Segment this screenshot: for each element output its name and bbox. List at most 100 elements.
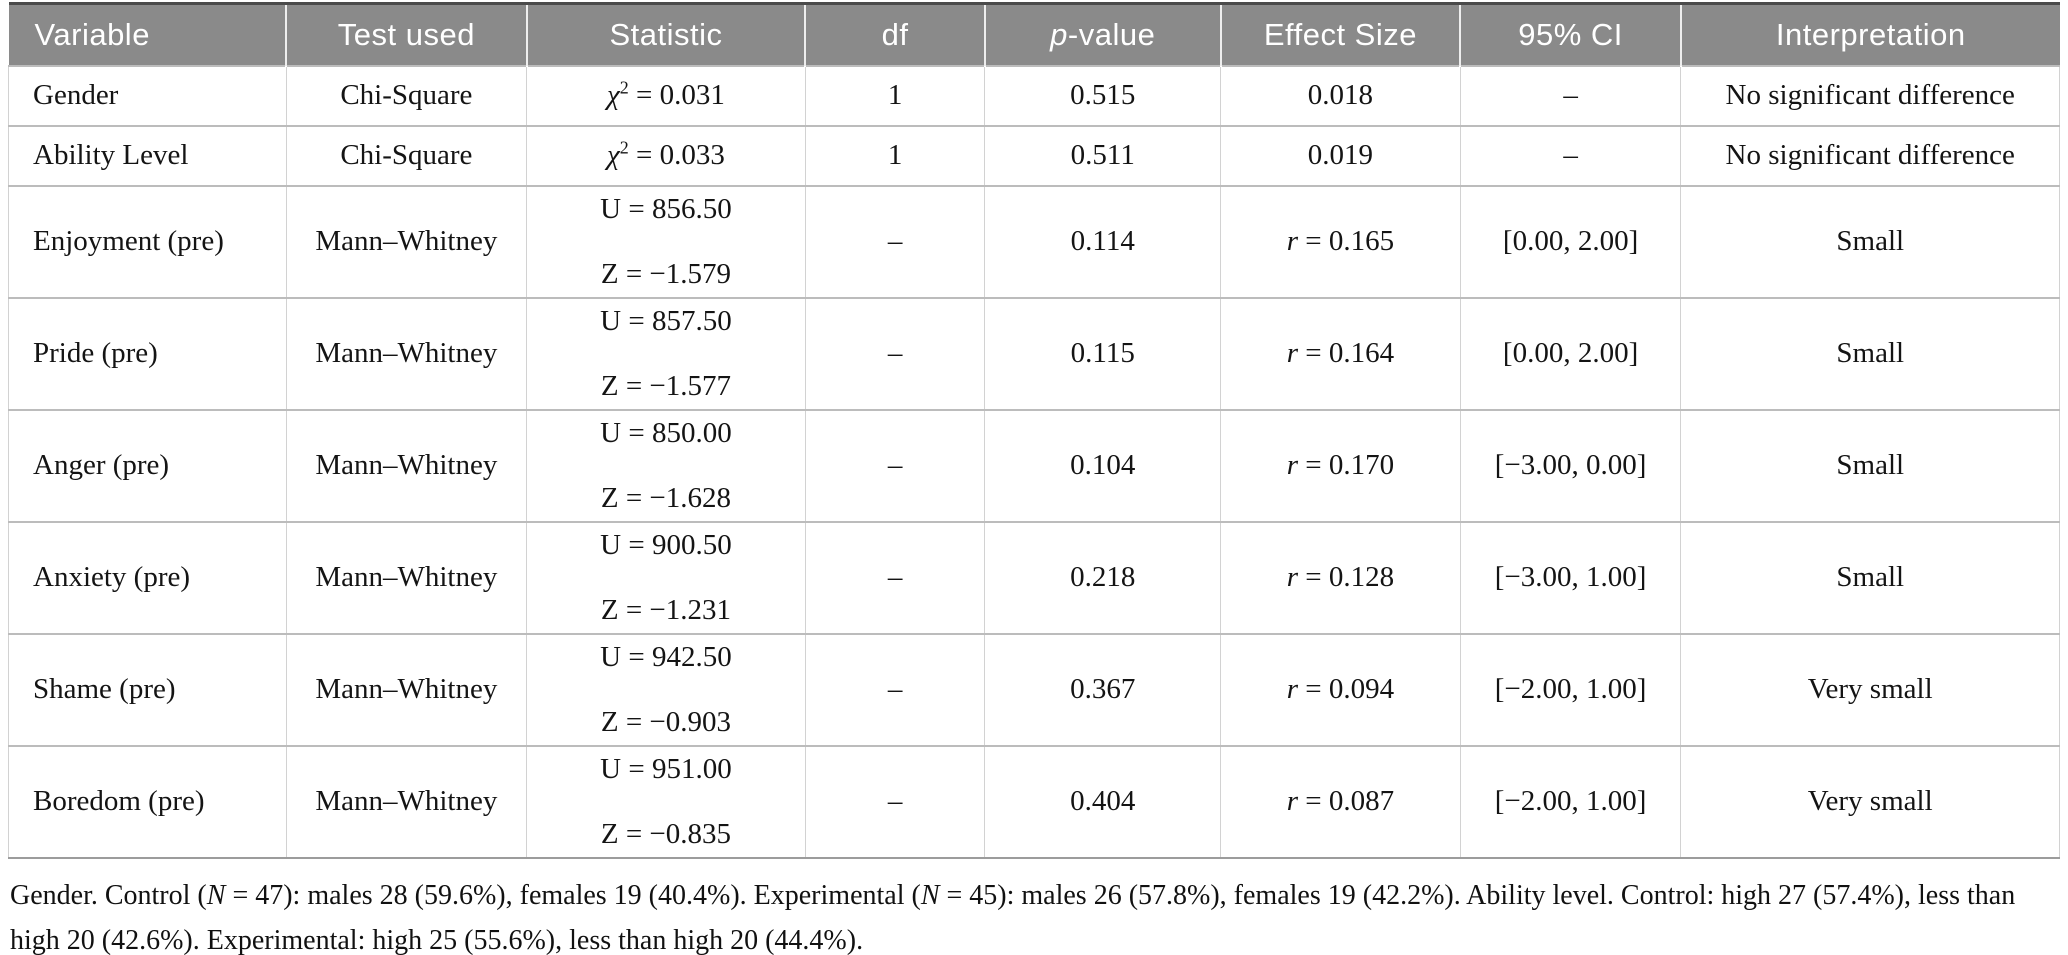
cell-variable: Enjoyment (pre): [8, 184, 287, 298]
stat-z-line: Z = −1.231: [600, 593, 732, 626]
cell-test: Chi-Square: [285, 64, 528, 126]
cell-p-value: 0.218: [984, 520, 1222, 634]
stat-u-line: U = 942.50: [600, 641, 732, 674]
chi-superscript: 2: [619, 137, 629, 158]
header-row: Variable Test used Statistic df p-value …: [8, 3, 2060, 66]
cell-statistic: χ2 = 0.031: [526, 64, 806, 126]
effect-value: = 0.170: [1298, 449, 1395, 482]
stat-u-line: U = 900.50: [600, 529, 732, 562]
cell-95-ci: –: [1459, 64, 1682, 126]
stat-u-line: U = 951.00: [600, 753, 732, 786]
effect-r-symbol: r: [1286, 785, 1299, 818]
footnote-text: Gender. Control (: [10, 879, 207, 911]
stat-z-line: Z = −1.628: [600, 481, 732, 514]
cell-p-value: 0.115: [984, 296, 1222, 410]
cell-statistic: U = 850.00 Z = −1.628: [526, 408, 806, 522]
cell-test: Mann–Whitney: [285, 408, 528, 522]
effect-value: = 0.128: [1298, 561, 1395, 594]
effect-r-symbol: r: [1286, 225, 1299, 258]
cell-df: 1: [804, 64, 986, 126]
statistics-table: Variable Test used Statistic df p-value …: [8, 2, 2060, 859]
stat-value: = 0.033: [628, 139, 725, 172]
table-footnote: Gender. Control (N = 47): males 28 (59.6…: [10, 873, 2068, 955]
stat-z-line: Z = −1.577: [600, 369, 732, 402]
cell-interpretation: Very small: [1680, 744, 2060, 858]
cell-statistic: U = 856.50 Z = −1.579: [526, 184, 806, 298]
column-header-effect-size: Effect Size: [1220, 3, 1462, 66]
table-header: Variable Test used Statistic df p-value …: [8, 3, 2060, 66]
cell-df: –: [804, 520, 986, 634]
cell-p-value: 0.511: [984, 124, 1222, 186]
cell-variable: Pride (pre): [8, 296, 287, 410]
chi-symbol: χ: [607, 79, 620, 112]
cell-interpretation: No significant difference: [1680, 64, 2060, 126]
stat-z-line: Z = −0.835: [600, 817, 732, 850]
cell-df: 1: [804, 124, 986, 186]
cell-p-value: 0.104: [984, 408, 1222, 522]
column-header-interpretation: Interpretation: [1680, 3, 2060, 66]
cell-df: –: [804, 296, 986, 410]
column-header-df: df: [805, 3, 986, 66]
cell-95-ci: [0.00, 2.00]: [1459, 184, 1682, 298]
stat-z-line: Z = −0.903: [600, 705, 732, 738]
column-header-test-used: Test used: [286, 3, 528, 66]
cell-p-value: 0.367: [984, 632, 1222, 746]
cell-variable: Anger (pre): [8, 408, 287, 522]
cell-statistic: U = 951.00 Z = −0.835: [526, 744, 806, 858]
table-row-enjoyment-pre: Enjoyment (pre) Mann–Whitney U = 856.50 …: [8, 184, 2060, 298]
table-body: Gender Chi-Square χ2 = 0.031 1 0.515 0.0…: [8, 64, 2060, 858]
cell-variable: Shame (pre): [8, 632, 287, 746]
cell-statistic: U = 942.50 Z = −0.903: [526, 632, 806, 746]
cell-variable: Anxiety (pre): [8, 520, 287, 634]
cell-95-ci: [0.00, 2.00]: [1459, 296, 1682, 410]
cell-test: Mann–Whitney: [285, 520, 528, 634]
table-row-pride-pre: Pride (pre) Mann–Whitney U = 857.50 Z = …: [8, 296, 2060, 410]
cell-effect-size: r = 0.170: [1220, 408, 1461, 522]
cell-df: –: [804, 408, 986, 522]
cell-statistic: χ2 = 0.033: [526, 124, 806, 186]
cell-interpretation: Small: [1680, 520, 2060, 634]
footnote-n-symbol: N: [920, 879, 940, 911]
effect-value: = 0.164: [1298, 337, 1395, 370]
effect-r-symbol: r: [1286, 673, 1299, 706]
footnote-text: = 45): males 26 (57.8%), females 19 (42.…: [10, 879, 2016, 955]
stat-u-line: U = 850.00: [600, 417, 732, 450]
table-row-ability-level: Ability Level Chi-Square χ2 = 0.033 1 0.…: [8, 124, 2060, 186]
table-row-shame-pre: Shame (pre) Mann–Whitney U = 942.50 Z = …: [8, 632, 2060, 746]
cell-95-ci: –: [1459, 124, 1682, 186]
column-header-95-ci: 95% CI: [1460, 3, 1682, 66]
cell-interpretation: Small: [1680, 184, 2060, 298]
stat-z-line: Z = −1.579: [600, 257, 732, 290]
chi-symbol: χ: [607, 139, 620, 172]
p-value-italic-p: p: [1050, 16, 1068, 52]
stat-value: = 0.031: [628, 79, 725, 112]
cell-p-value: 0.404: [984, 744, 1222, 858]
cell-effect-size: 0.018: [1220, 64, 1461, 126]
column-header-variable: Variable: [8, 3, 288, 66]
cell-statistic: U = 857.50 Z = −1.577: [526, 296, 806, 410]
cell-effect-size: r = 0.128: [1220, 520, 1461, 634]
cell-95-ci: [−3.00, 1.00]: [1459, 520, 1682, 634]
stat-u-line: U = 856.50: [600, 193, 732, 226]
footnote-n-symbol: N: [206, 879, 226, 911]
cell-interpretation: Very small: [1680, 632, 2060, 746]
cell-variable: Boredom (pre): [8, 744, 287, 858]
cell-effect-size: 0.019: [1220, 124, 1461, 186]
table-row-boredom-pre: Boredom (pre) Mann–Whitney U = 951.00 Z …: [8, 744, 2060, 858]
effect-value: = 0.165: [1298, 225, 1395, 258]
cell-95-ci: [−2.00, 1.00]: [1459, 632, 1682, 746]
cell-95-ci: [−3.00, 0.00]: [1459, 408, 1682, 522]
cell-interpretation: No significant difference: [1680, 124, 2060, 186]
chi-superscript: 2: [619, 77, 629, 98]
cell-p-value: 0.515: [984, 64, 1222, 126]
table-row-anxiety-pre: Anxiety (pre) Mann–Whitney U = 900.50 Z …: [8, 520, 2060, 634]
cell-df: –: [804, 632, 986, 746]
effect-r-symbol: r: [1286, 561, 1299, 594]
cell-test: Mann–Whitney: [285, 744, 528, 858]
cell-df: –: [804, 184, 986, 298]
cell-df: –: [804, 744, 986, 858]
cell-statistic: U = 900.50 Z = −1.231: [526, 520, 806, 634]
cell-95-ci: [−2.00, 1.00]: [1459, 744, 1682, 858]
cell-test: Mann–Whitney: [285, 632, 528, 746]
